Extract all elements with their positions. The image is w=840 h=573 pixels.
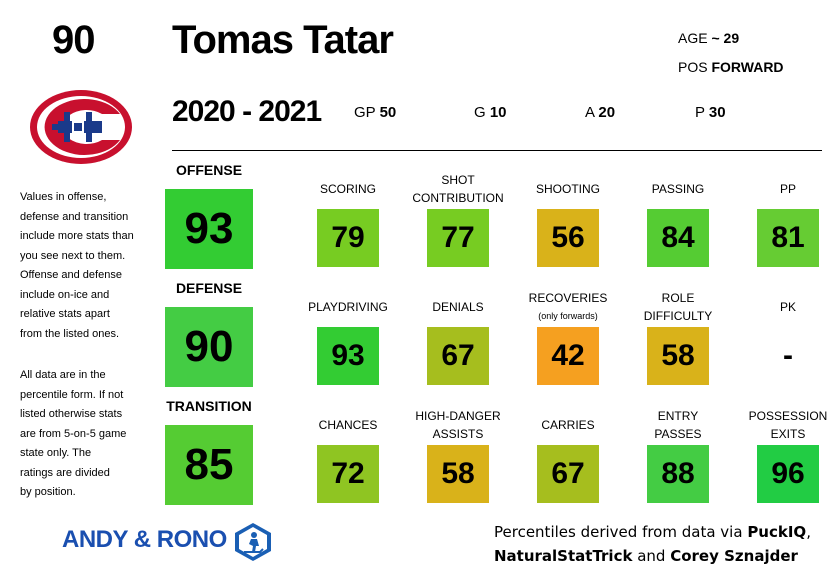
stat-value-carries: 67 — [537, 445, 599, 503]
note-line: percentile form. If not — [20, 388, 124, 401]
stat-title-passing: PASSING — [651, 182, 705, 196]
note-line: ratings are divided — [20, 466, 110, 479]
gp-value: 50 — [379, 104, 397, 121]
credit-naturalstattrick: NaturalStatTrick — [494, 547, 633, 565]
stat-sub-recoveries: (only forwards) — [538, 311, 598, 321]
stat-title-chances: CHANCES — [318, 418, 378, 432]
g-value: 10 — [489, 104, 507, 121]
stat-title2-role-difficulty: DIFFICULTY — [643, 309, 713, 323]
credit-line-2: NaturalStatTrick and Corey Sznajder — [494, 544, 811, 568]
credit-corey-sznajder: Corey Sznajder — [670, 547, 798, 565]
category-value-transition: 85 — [165, 425, 253, 505]
stat-title-carries: CARRIES — [541, 418, 595, 432]
pos-line: POS FORWARD — [678, 59, 784, 75]
brand-name: ANDY & RONO — [62, 526, 227, 553]
note-line: by position. — [20, 486, 76, 498]
stat-value-playdriving: 93 — [317, 327, 379, 385]
note-line: Values in offense, — [20, 191, 107, 203]
category-value-offense: 93 — [165, 189, 253, 269]
note-line: are from 5-on-5 game — [20, 427, 127, 440]
credit-line-1: Percentiles derived from data via PuckIQ… — [494, 520, 811, 544]
stat-title-playdriving: PLAYDRIVING — [308, 300, 388, 314]
category-value-defense: 90 — [165, 307, 253, 387]
note-line: include more stats than — [20, 230, 134, 242]
stat-value-role-difficulty: 58 — [647, 327, 709, 385]
stat-value-pk: - — [783, 339, 793, 372]
credit-and: and — [632, 547, 671, 565]
stat-value-entry-passes: 88 — [647, 445, 709, 503]
stat-title-pk: PK — [779, 300, 796, 314]
stat-value-scoring: 79 — [317, 209, 379, 267]
stat-value-passing: 84 — [647, 209, 709, 267]
g-stat: G 10 — [474, 104, 507, 121]
stat-title-denials: DENIALS — [432, 300, 484, 314]
stat-value-pp: 81 — [757, 209, 819, 267]
note-line: listed otherwise stats — [20, 408, 123, 420]
team-logo — [28, 88, 134, 166]
hockey-player-icon — [235, 523, 271, 561]
note-line: All data are in the — [20, 369, 106, 381]
stat-title-shot-contribution: SHOT — [441, 173, 475, 187]
p-label: P — [695, 104, 705, 121]
age-label: AGE — [678, 30, 708, 46]
a-label: A — [585, 104, 595, 121]
stat-title-shooting: SHOOTING — [535, 182, 600, 196]
jersey-number: 90 — [52, 18, 96, 62]
credit-prefix: Percentiles derived from data via — [494, 523, 748, 541]
stat-value-shooting: 56 — [537, 209, 599, 267]
player-name: Tomas Tatar — [172, 18, 394, 62]
note-line: include on-ice and — [20, 288, 110, 301]
note-line: state only. The — [20, 447, 92, 459]
stat-title-high-danger-assists: HIGH-DANGER — [415, 409, 501, 423]
credit-comma: , — [806, 523, 811, 541]
age-line: AGE ~ 29 — [678, 30, 739, 46]
notes-para-2: All data are in the percentile form. If … — [20, 366, 148, 503]
brand-logo — [232, 522, 274, 562]
note-line: defense and transition — [20, 210, 129, 223]
season: 2020 - 2021 — [172, 95, 322, 128]
stat-value-chances: 72 — [317, 445, 379, 503]
stat-title-recoveries: RECOVERIES — [528, 291, 608, 305]
note-line: from the listed ones. — [20, 327, 120, 340]
stat-value-denials: 67 — [427, 327, 489, 385]
note-line: relative stats apart — [20, 308, 110, 320]
note-line: Offense and defense — [20, 269, 122, 281]
gp-stat: GP 50 — [354, 104, 396, 121]
canadiens-logo-icon — [30, 90, 132, 164]
stat-title-possession-exits: POSSESSION — [748, 409, 828, 423]
notes-para-1: Values in offense, defense and transitio… — [20, 188, 148, 344]
stat-title-scoring: SCORING — [319, 182, 376, 196]
stat-value-high-danger-assists: 58 — [427, 445, 489, 503]
a-value: 20 — [598, 104, 616, 121]
category-title-offense: OFFENSE — [175, 162, 243, 178]
stat-title2-possession-exits: EXITS — [770, 427, 806, 441]
data-credit: Percentiles derived from data via PuckIQ… — [494, 520, 811, 568]
stat-title-entry-passes: ENTRY — [657, 409, 699, 423]
pos-label: POS — [678, 59, 708, 75]
category-title-defense: DEFENSE — [175, 280, 243, 296]
p-value: 30 — [708, 104, 726, 121]
p-stat: P 30 — [695, 104, 726, 121]
header-divider — [172, 150, 822, 151]
stat-title2-high-danger-assists: ASSISTS — [432, 427, 484, 441]
g-label: G — [474, 104, 486, 121]
stat-value-possession-exits: 96 — [757, 445, 819, 503]
age-value: ~ 29 — [711, 30, 740, 46]
note-line: you see next to them. — [20, 249, 126, 262]
a-stat: A 20 — [585, 104, 615, 121]
credit-puckiq: PuckIQ — [747, 523, 807, 541]
gp-label: GP — [354, 104, 376, 121]
stat-title2-shot-contribution: CONTRIBUTION — [412, 191, 504, 205]
stat-title-role-difficulty: ROLE — [661, 291, 695, 305]
stat-value-shot-contribution: 77 — [427, 209, 489, 267]
stat-value-recoveries: 42 — [537, 327, 599, 385]
stat-title-pp: PP — [779, 182, 796, 196]
category-title-transition: TRANSITION — [166, 398, 252, 414]
stat-title2-entry-passes: PASSES — [654, 427, 702, 441]
pos-value: FORWARD — [711, 59, 784, 75]
